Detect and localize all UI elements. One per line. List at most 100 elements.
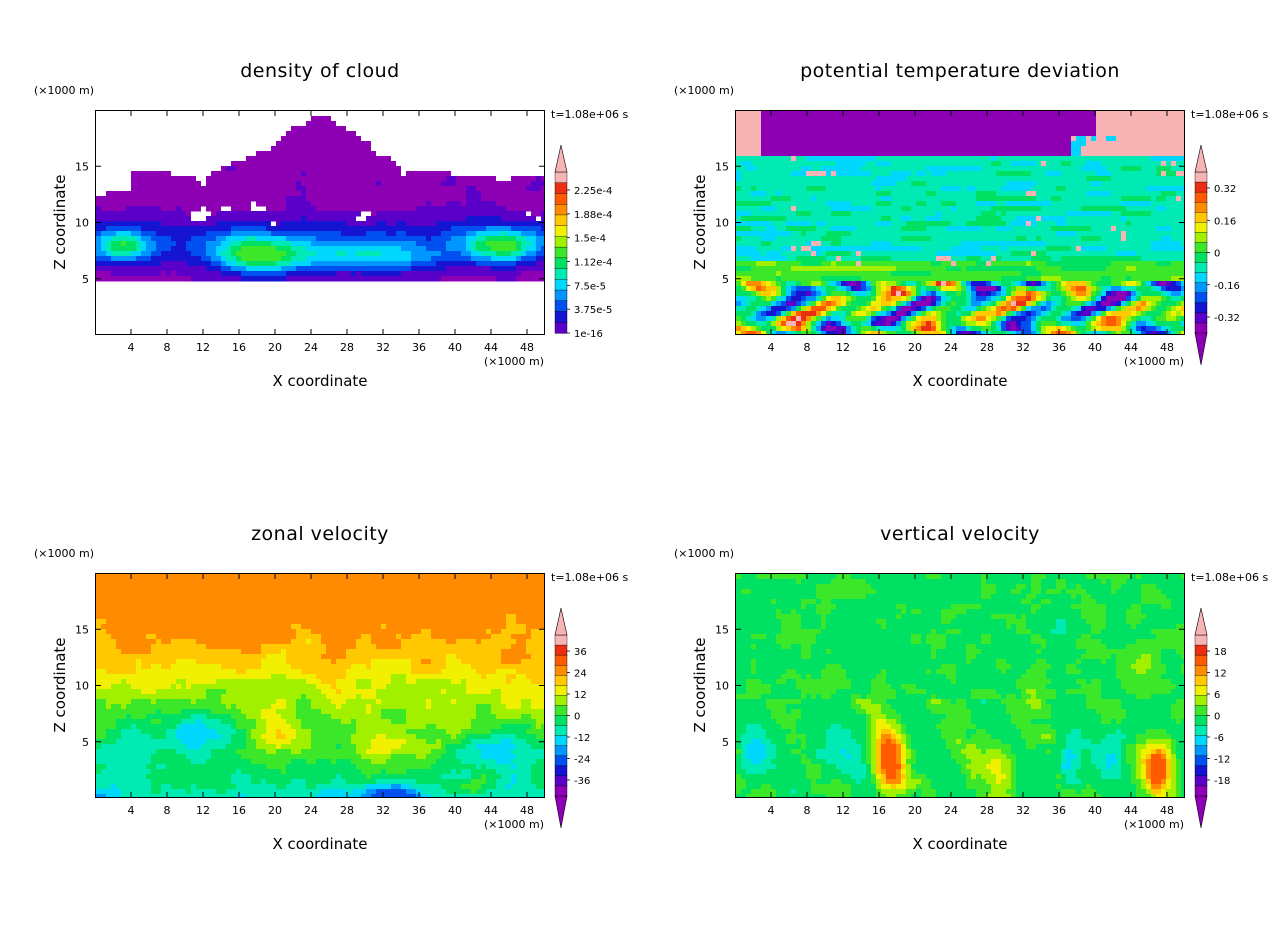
x-tick-label: 40 [1088, 341, 1102, 354]
heatmap-cell [1051, 291, 1061, 297]
heatmap-cell [1151, 201, 1184, 207]
heatmap-cell [1131, 221, 1184, 227]
heatmap-cell [981, 574, 986, 580]
heatmap-cell [911, 764, 961, 770]
heatmap-cell [466, 246, 471, 252]
heatmap-cell [1141, 331, 1146, 334]
heatmap-cell [891, 271, 931, 277]
heatmap-cell [206, 216, 301, 222]
heatmap-cell [1051, 629, 1066, 635]
heatmap-cell [791, 246, 796, 252]
heatmap-cell [1091, 634, 1156, 640]
heatmap-cell [886, 714, 901, 720]
heatmap-cell [501, 629, 526, 635]
heatmap-cell [1081, 306, 1086, 312]
heatmap-cell [956, 291, 961, 297]
heatmap-cell [521, 704, 531, 710]
x-tick-label: 44 [484, 804, 498, 817]
heatmap-cell [206, 714, 231, 720]
x-tick-label: 4 [768, 341, 775, 354]
heatmap-cell [1111, 331, 1116, 334]
heatmap-cell [826, 794, 851, 797]
heatmap-cell [736, 321, 741, 327]
colorbar-swatch [554, 300, 568, 313]
colorbar-swatch [554, 664, 568, 676]
heatmap-cell [216, 221, 271, 227]
heatmap-cell [946, 321, 961, 327]
heatmap-cell [1091, 291, 1096, 297]
heatmap-cell [1021, 674, 1046, 680]
heatmap-cell [791, 789, 796, 795]
heatmap-cell [1021, 306, 1026, 312]
heatmap-cell [1046, 261, 1111, 267]
heatmap-cell [1021, 321, 1031, 327]
heatmap-cell [441, 774, 471, 780]
heatmap-cell [371, 639, 401, 645]
heatmap-cell [866, 594, 981, 600]
heatmap-cell [1176, 161, 1184, 167]
heatmap-cell [926, 321, 931, 327]
heatmap-cell [431, 629, 486, 635]
heatmap-cell [781, 291, 786, 297]
heatmap-cell [736, 286, 741, 292]
heatmap-cell [881, 759, 896, 765]
heatmap-cell [1146, 779, 1151, 785]
heatmap-cell [856, 739, 866, 745]
heatmap-cell [1156, 321, 1181, 327]
heatmap-cell [426, 699, 431, 705]
heatmap-cell [841, 256, 861, 262]
heatmap-cell [986, 301, 991, 307]
heatmap-cell [836, 689, 871, 695]
heatmap-cell [1136, 331, 1141, 334]
heatmap-cell [206, 181, 296, 187]
heatmap-cell [786, 256, 796, 262]
colorbar-swatch [1194, 644, 1208, 656]
heatmap-cell [1171, 166, 1184, 172]
x-axis-label: X coordinate [912, 372, 1008, 390]
heatmap-cell [1106, 604, 1131, 610]
heatmap-cell [996, 226, 1011, 232]
heatmap-cell [236, 729, 246, 735]
heatmap-cell [981, 639, 991, 645]
heatmap-cell [226, 704, 231, 710]
heatmap-cell [846, 754, 851, 760]
heatmap-cell [326, 694, 356, 700]
heatmap-cell [346, 654, 446, 660]
heatmap-cell [531, 724, 536, 730]
heatmap-cell [166, 734, 176, 740]
heatmap-cell [1056, 734, 1066, 740]
heatmap-cell [356, 749, 366, 755]
heatmap-cell [776, 271, 781, 277]
heatmap-cell [311, 261, 411, 267]
heatmap-cell [861, 749, 866, 755]
heatmap-cell [876, 739, 881, 745]
heatmap-cell [1181, 764, 1184, 770]
heatmap-cell [96, 246, 101, 252]
heatmap-cell [816, 749, 841, 755]
heatmap-cell [101, 246, 106, 252]
heatmap-cell [751, 186, 756, 192]
heatmap-cell [181, 724, 206, 730]
colorbar-label: 0 [1214, 249, 1220, 260]
heatmap-cell [926, 281, 931, 287]
heatmap-cell [1146, 186, 1184, 192]
heatmap-cell [306, 171, 401, 177]
heatmap-cell [736, 241, 761, 247]
heatmap-cell [756, 286, 761, 292]
colorbar-label: -6 [1214, 733, 1224, 744]
heatmap-cell [796, 291, 806, 297]
heatmap-cell [1166, 664, 1181, 670]
heatmap-cell [1066, 629, 1091, 635]
heatmap-cell [846, 291, 851, 297]
heatmap-cell [971, 774, 976, 780]
heatmap-cell [346, 669, 411, 675]
heatmap-cell [1056, 221, 1066, 227]
heatmap-cell [941, 321, 946, 327]
colorbar-swatch [554, 755, 568, 767]
heatmap-cell [526, 739, 544, 745]
heatmap-cell [281, 769, 286, 775]
heatmap-cell [736, 599, 771, 605]
heatmap-cell [836, 331, 846, 334]
heatmap-cell [786, 226, 816, 232]
heatmap-cell [871, 689, 896, 695]
